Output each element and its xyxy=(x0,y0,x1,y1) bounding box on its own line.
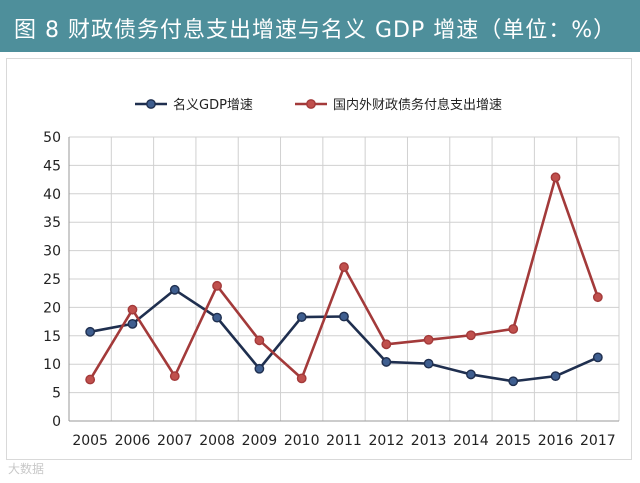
x-tick-label: 2017 xyxy=(580,433,616,449)
legend-marker-2 xyxy=(306,99,316,109)
chart-frame: 0 5 10 15 20 25 30 35 40 45 50 2005 2006 2007 2008 2009… xyxy=(6,58,632,460)
x-tick-label: 2008 xyxy=(199,433,235,449)
x-tick-label: 2010 xyxy=(284,433,320,449)
series-1-point xyxy=(296,312,307,322)
y-tick-label: 25 xyxy=(43,272,61,288)
y-tick-label: 20 xyxy=(43,300,61,316)
x-tick-label: 2016 xyxy=(538,433,574,449)
series-1-point xyxy=(212,312,222,323)
x-tick-label: 2005 xyxy=(72,433,108,449)
series-1-point xyxy=(592,352,603,363)
y-tick-label: 0 xyxy=(52,414,61,430)
series-2-point xyxy=(550,172,561,183)
series-1-point xyxy=(508,376,519,387)
x-tick-label: 2009 xyxy=(242,433,278,449)
legend-label-2: 国内外财政债务付息支出增速 xyxy=(333,97,502,113)
series-2-point xyxy=(85,374,96,385)
y-tick-label: 35 xyxy=(43,215,61,231)
x-tick-label: 2014 xyxy=(453,433,489,449)
chart-title: 图 8 财政债务付息支出增速与名义 GDP 增速（单位：%） xyxy=(14,18,617,43)
y-tick-label: 5 xyxy=(52,386,61,402)
series-2-point xyxy=(296,373,307,384)
series-1-point xyxy=(381,357,392,367)
series-2-point xyxy=(339,262,349,272)
legend-label-1: 名义GDP增速 xyxy=(173,97,253,113)
x-tick-label: 2011 xyxy=(326,433,362,449)
x-tick-label: 2013 xyxy=(411,433,447,449)
series-2-point xyxy=(254,335,265,346)
x-tick-label: 2006 xyxy=(115,433,151,449)
series-2-point xyxy=(508,324,519,334)
x-tick-label: 2007 xyxy=(157,433,193,449)
series-2-point xyxy=(212,280,222,291)
watermark-text: 大数据 xyxy=(8,462,45,476)
series-2-point xyxy=(592,292,603,303)
series-1-point xyxy=(169,284,180,295)
series-1-point xyxy=(339,311,349,322)
line-chart: 0 5 10 15 20 25 30 35 40 45 50 2005 2006 2007 2008 2009… xyxy=(43,97,620,449)
title-bar: 图 8 财政债务付息支出增速与名义 GDP 增速（单位：%） xyxy=(0,0,640,54)
series-1-point xyxy=(550,371,561,382)
series-1-point xyxy=(423,358,434,369)
x-tick-label: 2012 xyxy=(368,433,404,449)
y-tick-label: 50 xyxy=(43,130,61,146)
legend-marker-1 xyxy=(146,99,156,109)
series-1-point xyxy=(254,363,265,374)
series-1-point xyxy=(466,369,476,380)
series-line-2 xyxy=(89,176,600,381)
series-2-point xyxy=(169,371,180,382)
series-1-point xyxy=(85,326,96,337)
y-tick-label: 40 xyxy=(43,187,61,203)
series-2-point xyxy=(127,304,138,315)
y-tick-label: 45 xyxy=(43,158,61,174)
y-tick-label: 15 xyxy=(43,329,61,345)
y-tick-label: 30 xyxy=(43,244,61,260)
series-2-point xyxy=(381,339,392,350)
y-tick-label: 10 xyxy=(43,357,61,373)
x-tick-label: 2015 xyxy=(495,433,531,449)
series-1-point xyxy=(127,318,138,329)
series-2-point xyxy=(466,330,476,341)
series-2-point xyxy=(423,334,434,345)
